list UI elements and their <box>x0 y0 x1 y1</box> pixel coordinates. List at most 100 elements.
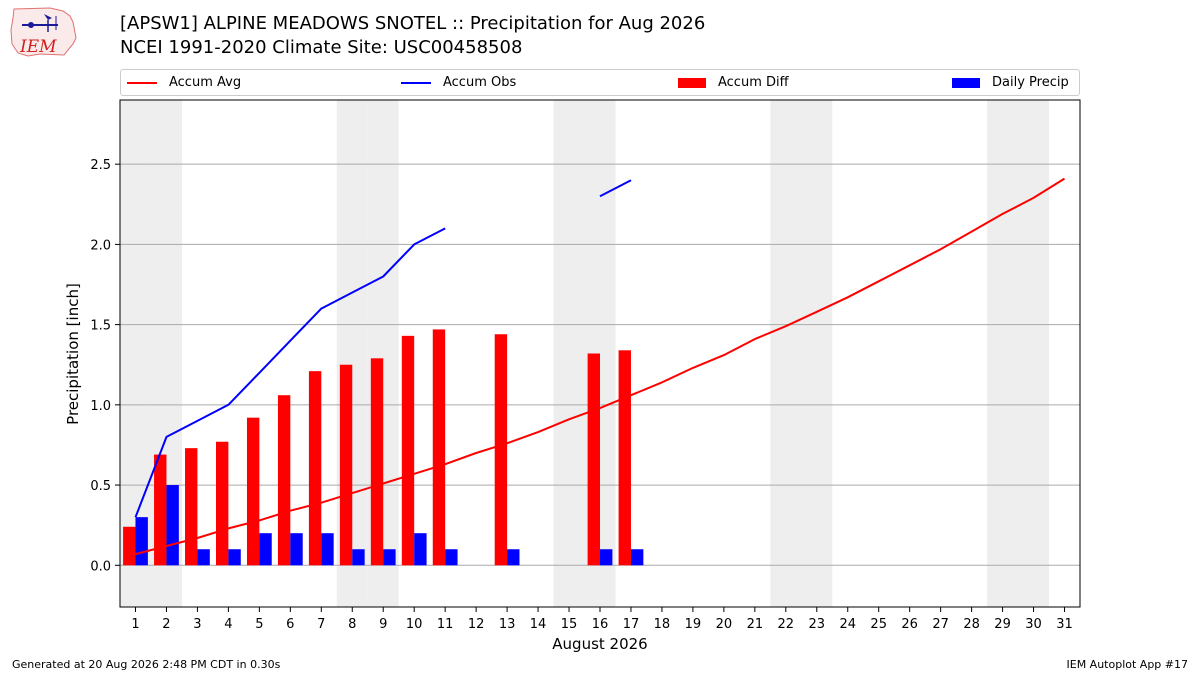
y-tick-label: 2.0 <box>90 238 111 253</box>
x-tick-label: 1 <box>131 617 139 632</box>
weekend-shade-day-23 <box>801 100 833 607</box>
x-tick-label: 22 <box>778 617 795 632</box>
x-tick-label: 26 <box>901 617 918 632</box>
accum-diff-bar <box>123 526 136 566</box>
x-tick-label: 10 <box>406 617 423 632</box>
y-tick-label: 0.5 <box>90 479 111 494</box>
y-axis-label: Precipitation [inch] <box>64 283 82 425</box>
accum-diff-bar <box>587 353 600 566</box>
x-tick-label: 28 <box>963 617 980 632</box>
legend-swatch-daily-precip <box>952 77 980 88</box>
accum-diff-bar <box>277 395 291 566</box>
accum-diff-bar <box>370 358 384 566</box>
x-tick-label: 30 <box>1025 617 1042 632</box>
accum-diff-bar <box>339 364 353 566</box>
accum-diff-bar <box>185 448 198 566</box>
legend-label-daily-precip: Daily Precip <box>992 75 1069 90</box>
legend: Accum Avg Accum Obs Accum Diff Daily Pre… <box>120 69 1080 96</box>
daily-precip-bar <box>321 533 334 566</box>
daily-precip-bars <box>135 485 644 566</box>
x-tick-label: 7 <box>317 617 325 632</box>
accum-diff-bar <box>494 334 508 566</box>
x-tick-label: 5 <box>255 617 263 632</box>
chart-subtitle: NCEI 1991-2020 Climate Site: USC00458508 <box>120 37 523 58</box>
legend-label-accum-diff: Accum Diff <box>718 75 789 90</box>
legend-label-accum-avg: Accum Avg <box>169 75 242 90</box>
x-tick-label: 31 <box>1056 617 1073 632</box>
weekend-shade-day-30 <box>1018 100 1050 607</box>
chart-title: [APSW1] ALPINE MEADOWS SNOTEL :: Precipi… <box>120 13 706 34</box>
x-tick-label: 24 <box>839 617 856 632</box>
daily-precip-bar <box>507 549 520 566</box>
accum-obs-line <box>134 179 632 518</box>
daily-precip-bar <box>352 549 365 566</box>
x-tick-label: 27 <box>932 617 949 632</box>
weekend-shade-day-22 <box>770 100 802 607</box>
footer-app-text: IEM Autoplot App #17 <box>1066 658 1189 671</box>
x-axis: 1 2 3 4 5 6 7 8 9 10 11 12 13 14 15 16 17 18 19 20 21 22 23 24 2… <box>131 607 1073 632</box>
x-tick-label: 20 <box>716 617 733 632</box>
x-tick-label: 6 <box>286 617 294 632</box>
accum-diff-bars <box>123 329 631 566</box>
daily-precip-bar <box>600 549 613 566</box>
y-tick-label: 0.0 <box>90 559 111 574</box>
x-tick-label: 4 <box>224 617 232 632</box>
x-tick-label: 15 <box>561 617 578 632</box>
weekend-shade-day-15 <box>553 100 585 607</box>
accum-diff-bar <box>618 350 631 566</box>
y-axis: 0.0 0.5 1.0 1.5 2.0 2.5 <box>90 158 120 574</box>
legend-swatch-accum-diff <box>678 77 706 88</box>
daily-precip-bar <box>445 549 458 566</box>
daily-precip-bar <box>630 549 644 566</box>
x-tick-label: 17 <box>623 617 640 632</box>
iem-logo: IEM <box>10 7 77 57</box>
accum-avg-line <box>135 177 1066 556</box>
y-tick-label: 1.5 <box>90 319 111 334</box>
daily-precip-bar <box>197 549 210 566</box>
y-tick-label: 2.5 <box>90 158 111 173</box>
daily-precip-bar <box>259 533 272 566</box>
x-tick-label: 29 <box>994 617 1011 632</box>
legend-item-accum-obs: Accum Obs <box>401 70 516 95</box>
legend-label-accum-obs: Accum Obs <box>443 75 517 90</box>
daily-precip-bar <box>228 549 241 566</box>
legend-swatch-accum-avg <box>127 81 157 84</box>
logo-text: IEM <box>19 37 57 57</box>
x-tick-label: 9 <box>379 617 387 632</box>
x-axis-label: August 2026 <box>552 635 647 653</box>
legend-item-daily-precip: Daily Precip <box>952 70 1069 95</box>
x-tick-label: 12 <box>468 617 485 632</box>
daily-precip-bar <box>166 485 179 566</box>
x-tick-label: 16 <box>592 617 609 632</box>
legend-item-accum-diff: Accum Diff <box>678 70 789 95</box>
daily-precip-bar <box>383 549 396 566</box>
x-tick-label: 13 <box>499 617 516 632</box>
x-tick-label: 23 <box>809 617 826 632</box>
x-tick-label: 25 <box>870 617 887 632</box>
accum-obs-line-segment <box>134 227 446 518</box>
accum-diff-bar <box>216 441 229 566</box>
x-tick-label: 21 <box>747 617 764 632</box>
accum-diff-bar <box>432 329 446 566</box>
accum-diff-bar <box>154 454 167 566</box>
accum-diff-bar <box>246 417 260 566</box>
footer-generated-text: Generated at 20 Aug 2026 2:48 PM CDT in … <box>12 658 281 671</box>
x-tick-label: 3 <box>193 617 201 632</box>
x-tick-label: 8 <box>348 617 356 632</box>
x-tick-label: 2 <box>162 617 170 632</box>
daily-precip-bar <box>135 517 148 566</box>
x-tick-label: 19 <box>685 617 702 632</box>
accum-diff-bar <box>401 335 415 566</box>
legend-swatch-accum-obs <box>401 81 431 84</box>
weekend-shade-day-29 <box>987 100 1019 607</box>
legend-item-accum-avg: Accum Avg <box>127 70 241 95</box>
accum-obs-line-segment <box>599 179 632 198</box>
x-tick-label: 18 <box>654 617 671 632</box>
accum-avg-line-segment <box>135 177 1066 556</box>
daily-precip-bar <box>414 533 427 566</box>
x-tick-label: 14 <box>530 617 547 632</box>
accum-diff-bar <box>308 371 322 566</box>
daily-precip-bar <box>290 533 303 566</box>
y-tick-label: 1.0 <box>90 399 111 414</box>
